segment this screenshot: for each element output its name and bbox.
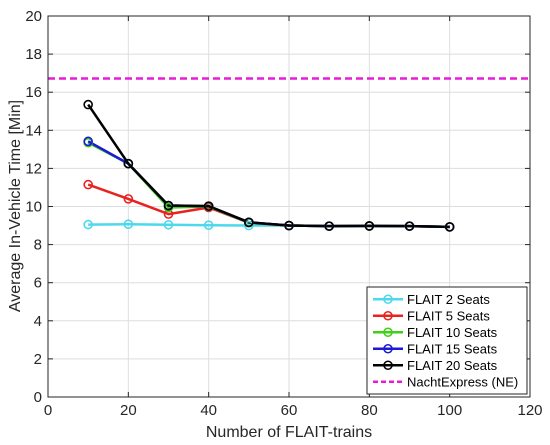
legend-swatch-marker <box>383 343 393 354</box>
series-1-point <box>203 220 214 230</box>
legend-entry-label: FLAIT 10 Seats <box>407 325 498 340</box>
legend-swatch-marker <box>383 327 393 338</box>
series-5-point <box>244 217 254 228</box>
x-axis-label: Number of FLAIT-trains <box>206 424 372 441</box>
series-5-point <box>123 158 134 169</box>
x-tick-label: 0 <box>44 402 52 419</box>
x-tick-label: 100 <box>437 402 462 419</box>
series-5-point <box>404 221 415 231</box>
series-1-point <box>163 219 174 230</box>
series-lines <box>87 103 450 229</box>
y-tick-label: 8 <box>34 237 42 254</box>
x-tick-label: 60 <box>281 402 298 419</box>
y-tick-label: 2 <box>34 351 42 368</box>
series-markers <box>83 99 455 232</box>
y-tick-label: 6 <box>34 275 42 292</box>
series-5-point <box>364 221 375 231</box>
y-tick-label: 16 <box>25 84 42 101</box>
legend-swatch-marker <box>383 294 393 305</box>
y-tick-label: 20 <box>25 8 42 25</box>
series-line-5 <box>87 103 450 229</box>
legend-box <box>366 286 528 395</box>
x-tick-label: 80 <box>361 402 378 419</box>
legend-swatch-marker <box>383 310 393 321</box>
legend-entry-label: FLAIT 2 Seats <box>407 292 490 307</box>
y-tick-label: 10 <box>25 199 42 216</box>
series-5-point <box>324 221 334 231</box>
series-4-point <box>83 136 93 147</box>
x-tick-label: 20 <box>120 402 137 419</box>
series-1-point <box>123 219 134 230</box>
y-axis-label: Average In-Vehicle Time [Min] <box>7 100 24 312</box>
legend-entry-label: FLAIT 20 Seats <box>407 358 498 373</box>
series-5-point <box>284 220 294 231</box>
series-5-point <box>203 201 214 211</box>
series-5-point <box>83 99 93 110</box>
y-tick-label: 4 <box>34 313 42 330</box>
series-1-point <box>83 219 93 230</box>
series-2-point <box>123 194 134 204</box>
legend-entry-label: FLAIT 15 Seats <box>407 341 498 356</box>
legend-entry-label: FLAIT 5 Seats <box>407 308 490 323</box>
legend-entry-label: NachtExpress (NE) <box>407 374 518 389</box>
series-5-point <box>444 222 455 232</box>
y-tick-label: 0 <box>34 389 42 406</box>
x-tick-label: 40 <box>200 402 217 419</box>
x-tick-label: 120 <box>517 402 542 419</box>
series-2-point <box>83 179 93 190</box>
y-tick-label: 14 <box>25 122 42 139</box>
axis-ticks: 0 20 40 60 80 100 120 0 2 4 6 8 10 12 14 16 18 20 <box>25 8 542 419</box>
y-tick-label: 12 <box>25 160 42 177</box>
legend-swatch-marker <box>383 360 393 371</box>
series-1-point <box>244 220 254 231</box>
y-tick-label: 18 <box>25 46 42 63</box>
series-5-point <box>163 200 174 211</box>
